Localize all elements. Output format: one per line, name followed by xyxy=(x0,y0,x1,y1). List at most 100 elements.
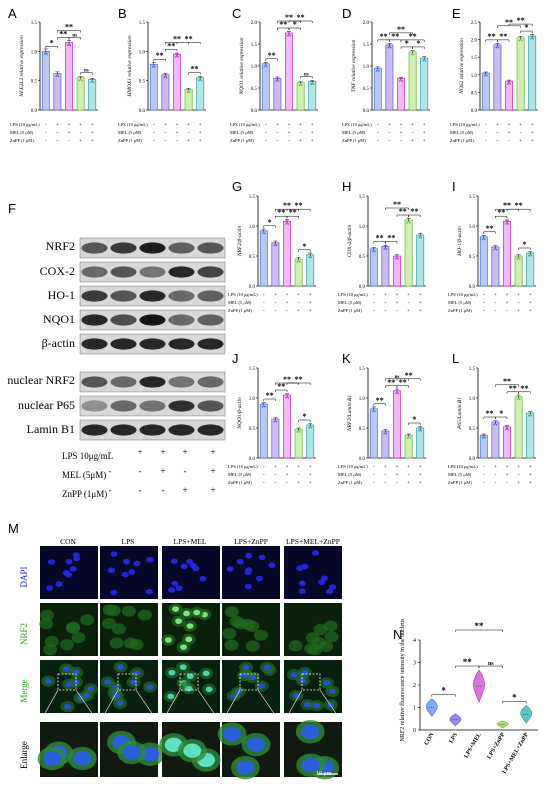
significance-bracket: ** xyxy=(275,382,288,392)
cell xyxy=(44,635,59,648)
significance-label: ** xyxy=(497,208,505,217)
data-point xyxy=(165,76,168,79)
condition-sign: - xyxy=(396,481,398,486)
condition-sign: - xyxy=(389,139,391,144)
nucleus xyxy=(313,702,321,709)
bar xyxy=(491,246,500,287)
nucleus xyxy=(205,686,213,693)
blot-label-ho1: HO-1 xyxy=(47,288,75,302)
bracket-line xyxy=(518,247,531,250)
data-point xyxy=(266,65,268,68)
y-tick-label: 0.0 xyxy=(31,109,38,114)
nucleus xyxy=(170,558,178,564)
data-point xyxy=(273,420,276,423)
nucleus xyxy=(55,581,63,587)
data-point xyxy=(164,75,167,78)
bar xyxy=(271,242,280,287)
data-point xyxy=(411,52,414,55)
condition-sign: - xyxy=(165,139,167,144)
bar xyxy=(184,89,193,111)
y-tick-label: 1.0 xyxy=(359,397,366,402)
significance-bracket: ** xyxy=(385,233,398,244)
panel-letter-l: L xyxy=(452,351,460,366)
condition-sign: - xyxy=(286,481,288,486)
data-point xyxy=(92,81,95,83)
significance-label: ** xyxy=(65,23,73,32)
data-point xyxy=(264,232,266,235)
condition-sign: - xyxy=(495,309,497,314)
condition-sign: + xyxy=(91,123,94,128)
bracket-line xyxy=(45,46,58,49)
data-point xyxy=(189,91,191,93)
bar xyxy=(479,236,488,287)
blot-band xyxy=(139,314,166,326)
significance-label: ** xyxy=(190,65,198,74)
condition-sign: - xyxy=(483,465,485,470)
data-point xyxy=(508,81,510,84)
data-point xyxy=(176,54,178,57)
data-point xyxy=(163,76,165,79)
bar xyxy=(420,57,429,111)
bar xyxy=(259,403,268,459)
y-tick-label: 1.0 xyxy=(469,225,476,230)
bracket-line xyxy=(263,225,276,228)
bar xyxy=(76,77,85,111)
condition-sign: - xyxy=(396,309,398,314)
data-point xyxy=(373,409,375,412)
zoom-connector xyxy=(161,689,181,723)
condition-sign: + xyxy=(309,309,312,314)
data-point xyxy=(286,395,288,398)
condition-sign: + xyxy=(529,301,532,306)
significance-label: ** xyxy=(505,18,513,27)
data-point xyxy=(485,73,487,76)
blot-band xyxy=(110,242,137,254)
nucleus xyxy=(296,565,304,571)
bracket-line xyxy=(389,32,413,35)
data-point xyxy=(495,423,498,426)
nucleus xyxy=(236,558,244,565)
condition-sign: - xyxy=(265,131,267,136)
x-tick-label: LPS xyxy=(448,731,459,744)
condition-sign: + xyxy=(199,139,202,144)
condition-sign: + xyxy=(400,131,403,136)
data-point xyxy=(507,83,509,85)
nucleus-signal xyxy=(193,609,201,616)
significance-label: ** xyxy=(387,233,395,242)
data-point xyxy=(57,75,60,78)
bar xyxy=(408,51,417,111)
condition-sign: - xyxy=(497,139,499,144)
micro-row-enlarge: Enlarge xyxy=(19,741,29,769)
condition-sign: + xyxy=(311,131,314,136)
bar xyxy=(196,77,205,111)
panel-letter-n: N xyxy=(393,627,403,642)
data-point xyxy=(529,413,531,416)
significance-label: * xyxy=(512,692,517,702)
significance-bracket: ** xyxy=(508,16,533,27)
condition-sign: + xyxy=(309,473,312,478)
bar xyxy=(373,67,382,111)
condition-sign: - xyxy=(377,139,379,144)
y-tick-label: 4 xyxy=(413,638,416,644)
bar xyxy=(149,63,158,111)
data-point xyxy=(275,244,278,247)
condition-label-mel: MEL (5 μM) xyxy=(448,472,472,477)
nucleus xyxy=(318,579,326,586)
condition-sign: + xyxy=(407,309,410,314)
nucleus xyxy=(186,558,194,565)
data-point xyxy=(519,398,521,401)
data-point xyxy=(286,221,288,224)
bar xyxy=(285,32,293,111)
data-point xyxy=(388,45,391,48)
bar xyxy=(306,424,315,459)
y-tick-label: 1.0 xyxy=(251,65,258,70)
blot-band xyxy=(110,266,137,278)
panel-letter-b: B xyxy=(118,6,127,21)
data-point xyxy=(296,260,299,263)
zoom-connector xyxy=(135,689,159,723)
bar xyxy=(393,390,401,459)
data-point xyxy=(505,428,507,431)
bar xyxy=(283,394,291,459)
significance-label: * xyxy=(302,242,306,251)
